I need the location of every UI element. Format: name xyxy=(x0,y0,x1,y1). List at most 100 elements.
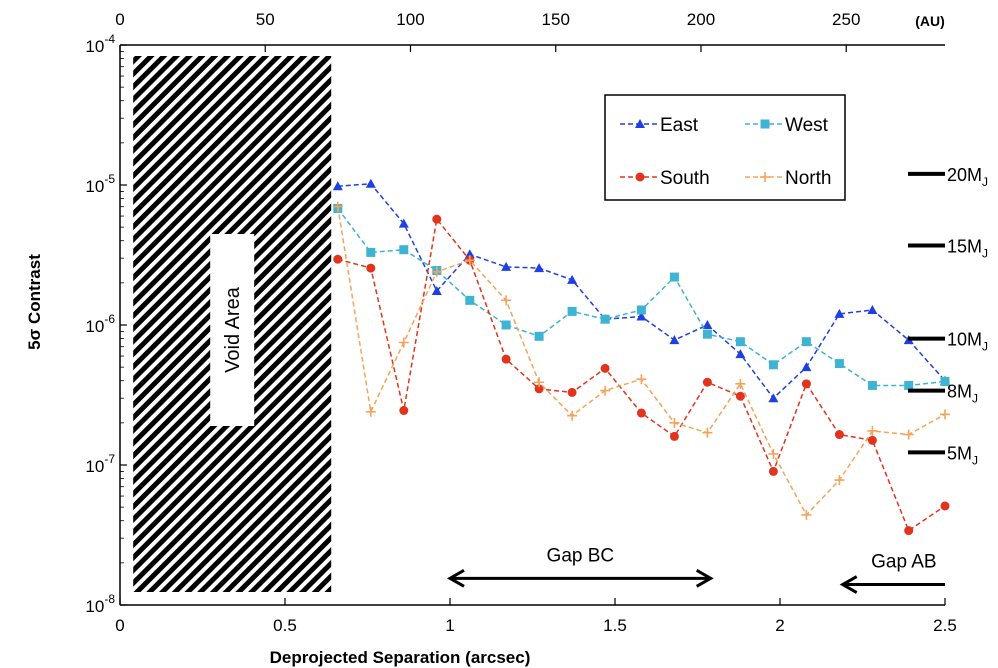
data-point-west xyxy=(366,247,376,257)
tick-labels: 0 0.5 1 1.5 2 2.5 0 50 100 150 200 250 10-4 10-5 10-6 1… xyxy=(85,10,956,635)
data-point-north xyxy=(464,255,475,266)
top-tick-label: 50 xyxy=(256,10,275,29)
data-point-north xyxy=(669,417,680,428)
data-point-north xyxy=(702,427,713,438)
data-point-west xyxy=(534,331,544,341)
data-point-south xyxy=(940,501,950,511)
data-point-north xyxy=(735,378,746,389)
data-point-south xyxy=(904,526,914,536)
data-point-west xyxy=(801,337,811,347)
data-point-west xyxy=(867,380,877,390)
top-tick-label: 200 xyxy=(687,10,715,29)
data-point-east xyxy=(801,362,812,372)
data-point-south xyxy=(867,435,877,445)
data-point-west xyxy=(834,359,844,369)
legend-box xyxy=(604,94,846,201)
data-point-east xyxy=(534,263,545,273)
data-point-west xyxy=(940,376,950,386)
series-north xyxy=(332,201,950,520)
data-point-west xyxy=(702,329,712,339)
data-point-north xyxy=(768,448,779,459)
data-point-west xyxy=(904,380,914,390)
x-tick-label: 2.5 xyxy=(933,616,957,635)
x-tick-label: 0 xyxy=(115,616,124,635)
top-tick-label: 100 xyxy=(396,10,424,29)
data-point-north xyxy=(867,425,878,436)
series-west xyxy=(333,203,950,390)
top-tick-label: 0 xyxy=(115,10,124,29)
mass-levels: 20MJ 15MJ 10MJ 8MJ 5MJ xyxy=(908,165,988,467)
x-tick-label: 2 xyxy=(775,616,784,635)
series-line-west xyxy=(337,207,946,387)
series-line-east xyxy=(337,183,946,400)
data-point-east xyxy=(431,285,442,295)
data-point-south xyxy=(600,363,610,373)
gap-label: Gap AB xyxy=(871,552,937,573)
x-tick-label: 1 xyxy=(445,616,454,635)
y-tick-label: 10-4 xyxy=(85,32,115,56)
legend-label-east: East xyxy=(660,115,699,136)
data-point-south xyxy=(534,384,544,394)
gap-annotations: Gap BC Gap AB xyxy=(446,545,945,594)
legend-label-north: North xyxy=(785,168,831,189)
data-point-north xyxy=(940,409,950,420)
gap-label: Gap BC xyxy=(547,545,615,566)
x-axis-title: Deprojected Separation (arcsec) xyxy=(270,648,531,667)
data-point-east xyxy=(365,178,376,188)
data-point-west xyxy=(636,305,646,315)
data-point-west xyxy=(669,272,679,282)
top-tick-label: 250 xyxy=(832,10,860,29)
legend: East West South North xyxy=(604,94,846,201)
data-point-south xyxy=(366,263,376,273)
data-point-south xyxy=(636,408,646,418)
data-point-south xyxy=(768,466,778,476)
y-tick-label: 10-7 xyxy=(85,452,115,476)
gap-arrow-head xyxy=(839,575,858,594)
data-point-east xyxy=(501,261,512,271)
data-point-west xyxy=(768,360,778,370)
legend-marker-west xyxy=(760,119,770,129)
top-axis-unit: (AU) xyxy=(915,13,945,29)
series-line-north xyxy=(337,206,946,517)
data-point-north xyxy=(801,509,812,520)
data-point-south xyxy=(834,430,844,440)
x-tick-label: 1.5 xyxy=(603,616,627,635)
y-tick-label: 10-5 xyxy=(85,172,115,196)
data-point-south xyxy=(801,379,811,389)
data-point-north xyxy=(365,406,376,417)
data-point-north xyxy=(903,429,914,440)
legend-marker-south xyxy=(635,172,645,182)
data-point-east xyxy=(669,335,680,345)
data-point-north xyxy=(567,410,578,421)
series-east xyxy=(332,178,950,403)
data-point-west xyxy=(735,337,745,347)
mass-level-label: 15MJ xyxy=(947,236,988,260)
data-point-south xyxy=(735,391,745,401)
y-tick-label: 10-6 xyxy=(85,312,115,336)
data-point-east xyxy=(768,393,779,403)
mass-level-label: 5MJ xyxy=(947,443,978,467)
data-point-east xyxy=(702,320,713,329)
data-point-west xyxy=(567,306,577,316)
gap-arrow-head xyxy=(446,569,465,588)
gap-arrow-head xyxy=(695,569,714,588)
mass-level-label: 20MJ xyxy=(947,165,988,189)
series-south xyxy=(333,214,950,536)
data-point-west xyxy=(600,314,610,324)
data-point-north xyxy=(600,385,611,396)
data-point-east xyxy=(636,311,647,321)
data-point-east xyxy=(735,349,746,359)
data-point-south xyxy=(399,406,409,416)
x-tick-label: 0.5 xyxy=(273,616,297,635)
data-point-west xyxy=(399,245,409,255)
data-point-south xyxy=(669,431,679,441)
mass-level-label: 10MJ xyxy=(947,330,988,354)
data-point-south xyxy=(501,354,511,364)
data-point-east xyxy=(398,218,409,228)
data-point-north xyxy=(834,475,845,486)
legend-marker-north xyxy=(760,172,770,182)
legend-label-west: West xyxy=(785,115,829,136)
data-point-east xyxy=(834,308,845,318)
data-point-west xyxy=(501,320,511,330)
